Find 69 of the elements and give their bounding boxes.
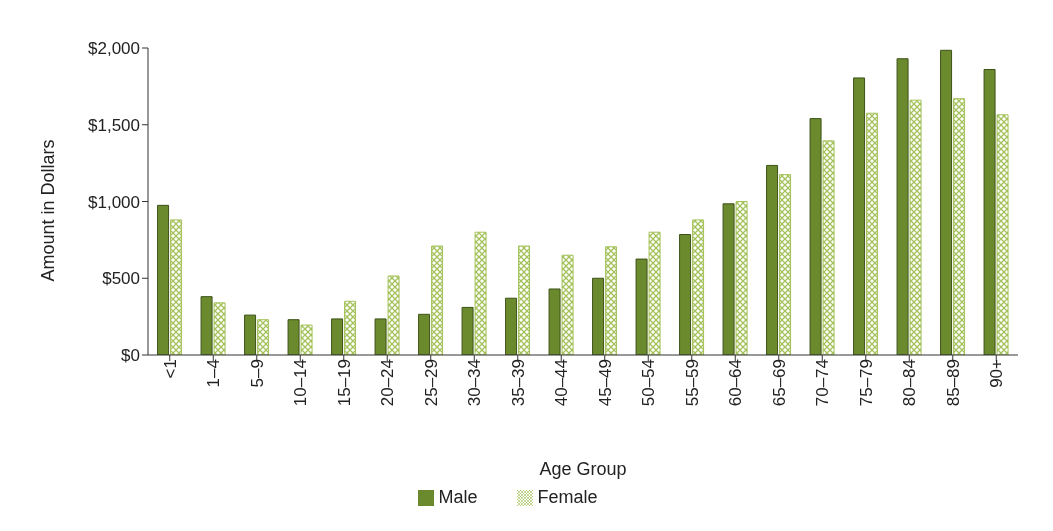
- x-tick-label: 40–44: [552, 359, 572, 407]
- bar: [387, 275, 400, 355]
- bar: [822, 140, 835, 355]
- bar: [200, 296, 213, 355]
- bar: [679, 234, 692, 355]
- x-tick-label: 55–59: [682, 359, 702, 407]
- x-tick-label: 25–29: [421, 359, 441, 407]
- bar: [779, 174, 792, 355]
- bar: [505, 297, 518, 355]
- bar: [722, 203, 735, 355]
- x-tick-label: 70–74: [813, 359, 833, 407]
- x-tick-label: 75–79: [856, 359, 876, 407]
- bar: [866, 112, 879, 355]
- x-tick-label: 20–24: [378, 359, 398, 407]
- y-tick-label: $0: [121, 346, 140, 366]
- bar: [983, 68, 996, 355]
- x-tick-label: 50–54: [639, 359, 659, 407]
- y-tick-label: $1,000: [88, 192, 140, 212]
- x-tick-label: 35–39: [508, 359, 528, 407]
- bar: [331, 318, 344, 355]
- bar: [474, 231, 487, 355]
- bar: [592, 277, 605, 355]
- y-tick-label: $2,000: [88, 39, 140, 59]
- bar: [896, 58, 909, 355]
- x-tick-label: 1–4: [204, 359, 224, 388]
- bar: [909, 99, 922, 355]
- bar: [418, 313, 431, 355]
- bar: [735, 201, 748, 355]
- bar: [344, 300, 357, 355]
- bar: [257, 319, 270, 355]
- x-tick-label: 15–19: [334, 359, 354, 407]
- bar: [635, 258, 648, 355]
- x-tick-label: 30–34: [465, 359, 485, 407]
- bar: [287, 319, 300, 355]
- x-axis-title: Age Group: [539, 459, 627, 479]
- x-tick-label: 65–69: [769, 359, 789, 407]
- x-tick-label: <1: [160, 359, 180, 379]
- bar: [940, 49, 953, 355]
- x-tick-label: 60–64: [726, 359, 746, 407]
- bar: [157, 204, 170, 355]
- bar: [692, 219, 705, 355]
- bar: [374, 318, 387, 355]
- bar: [809, 118, 822, 355]
- bar: [605, 246, 618, 355]
- legend-label: Female: [537, 487, 598, 507]
- x-tick-label: 5–9: [247, 359, 267, 388]
- x-tick-label: 45–49: [595, 359, 615, 407]
- x-tick-label: 85–89: [943, 359, 963, 407]
- bar: [244, 314, 257, 355]
- x-tick-label: 90+: [987, 358, 1007, 388]
- x-tick-label: 10–14: [291, 359, 311, 407]
- bar: [548, 288, 561, 355]
- bar: [170, 219, 183, 355]
- bar: [213, 302, 226, 355]
- bar: [431, 245, 444, 355]
- bar: [766, 164, 779, 355]
- legend-label: Male: [438, 487, 478, 507]
- y-tick-label: $1,500: [88, 115, 140, 135]
- bar: [648, 231, 661, 355]
- bar: [300, 324, 313, 355]
- bar: [561, 254, 574, 355]
- x-tick-label: 80–84: [900, 359, 920, 407]
- bar: [853, 77, 866, 355]
- y-axis-title: Amount in Dollars: [38, 139, 59, 282]
- bar: [518, 245, 531, 355]
- y-tick-label: $500: [102, 269, 140, 289]
- bar: [461, 306, 474, 355]
- bar: [996, 114, 1009, 355]
- bar: [953, 98, 966, 355]
